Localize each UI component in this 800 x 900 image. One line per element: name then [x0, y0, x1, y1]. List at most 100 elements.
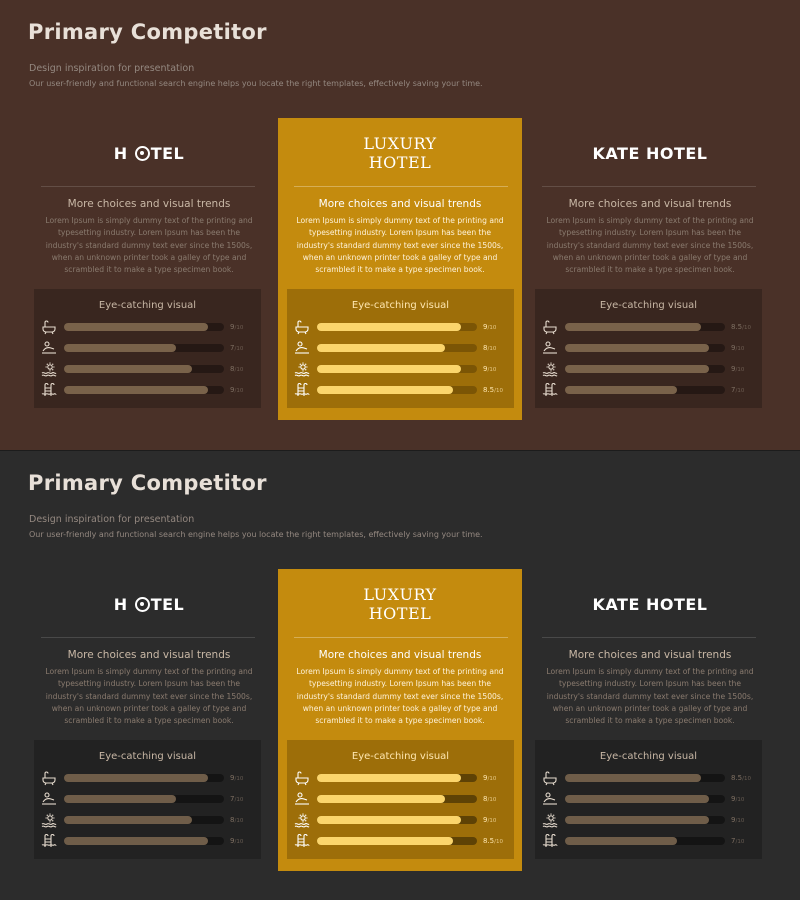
rating-bar-fill: [64, 365, 192, 373]
rating-bar-track: [64, 323, 224, 331]
rating-score: 7/10: [230, 795, 244, 803]
card-kate-hotel: KATE HOTEL More choices and visual trend…: [528, 118, 772, 420]
rating-row: 9/10: [287, 771, 514, 786]
card-body: Lorem Ipsum is simply dummy text of the …: [296, 216, 504, 275]
rating-score: 8/10: [483, 344, 497, 352]
panel-title: Eye-catching visual: [351, 751, 450, 762]
rating-bar-fill: [64, 816, 192, 824]
rating-bar-track: [64, 774, 224, 782]
rating-bar-fill: [317, 774, 461, 782]
rating-bar-track: [565, 323, 725, 331]
rating-row: 7/10: [34, 792, 261, 806]
rating-bar-fill: [317, 795, 445, 803]
rating-bar-fill: [565, 774, 701, 782]
rating-bar-track: [64, 837, 224, 845]
pool-ladder-icon: [41, 833, 57, 849]
rating-bar-fill: [64, 344, 176, 352]
rating-row: 9/10: [287, 362, 514, 377]
rating-row: 8/10: [34, 361, 261, 377]
rating-bar-fill: [317, 386, 453, 394]
luxury-hotel-logo: LUXURY HOTEL: [363, 585, 437, 623]
spa-massage-icon: [41, 791, 57, 807]
panel-title: Eye-catching visual: [98, 751, 197, 762]
rating-bar-track: [565, 795, 725, 803]
pool-ladder-icon: [294, 833, 310, 849]
luxury-hotel-logo: LUXURY HOTEL: [363, 134, 437, 172]
panel-title: Eye-catching visual: [98, 300, 197, 311]
panel-title: Eye-catching visual: [351, 300, 450, 311]
slide-dark: Primary Competitor Design inspiration fo…: [0, 450, 800, 900]
rating-row: 9/10: [34, 834, 261, 848]
logo-o-ring-icon: [134, 146, 150, 161]
rating-row: 8.5/10: [535, 770, 762, 786]
rating-score: 7/10: [230, 344, 244, 352]
rating-bar-fill: [565, 837, 677, 845]
pool-ladder-icon: [542, 382, 558, 398]
rating-bar-track: [317, 795, 477, 803]
rating-bar-fill: [565, 795, 709, 803]
spa-massage-icon: [542, 340, 558, 356]
rating-row: 9/10: [535, 792, 762, 806]
kate-hotel-logo: KATE HOTEL: [592, 595, 708, 614]
divider: [542, 186, 756, 187]
card-heading: More choices and visual trends: [67, 198, 231, 210]
rating-bar-track: [317, 837, 477, 845]
rating-bar-fill: [64, 774, 208, 782]
card-h-hotel: H TEL More choices and visual trends Lor…: [27, 569, 271, 871]
rating-bar-track: [64, 795, 224, 803]
rating-bar-track: [565, 816, 725, 824]
beach-sun-icon: [294, 812, 310, 828]
card-luxury-hotel: LUXURY HOTEL More choices and visual tren…: [278, 118, 522, 420]
rating-score: 9/10: [483, 323, 497, 331]
rating-bar-track: [565, 386, 725, 394]
bathtub-icon: [542, 319, 558, 335]
card-heading: More choices and visual trends: [568, 649, 732, 661]
rating-bar-fill: [317, 816, 461, 824]
card-heading: More choices and visual trends: [568, 198, 732, 210]
rating-row: 9/10: [34, 771, 261, 786]
rating-bar-fill: [317, 344, 445, 352]
rating-bar-fill: [64, 323, 208, 331]
rating-score: 9/10: [483, 365, 497, 373]
beach-sun-icon: [542, 361, 558, 377]
beach-sun-icon: [41, 361, 57, 377]
rating-row: 8/10: [287, 792, 514, 806]
rating-panel: Eye-catching visual 8.5/10 9/10 9/10 7/1…: [535, 289, 762, 408]
beach-sun-icon: [41, 812, 57, 828]
rating-score: 8.5/10: [731, 774, 751, 782]
slide-brown: Primary Competitor Design inspiration fo…: [0, 0, 800, 450]
rating-score: 9/10: [230, 323, 244, 331]
bathtub-icon: [542, 770, 558, 786]
rating-row: 9/10: [535, 361, 762, 377]
divider: [294, 637, 508, 638]
card-luxury-hotel: LUXURY HOTEL More choices and visual tren…: [278, 569, 522, 871]
rating-row: 8.5/10: [535, 319, 762, 335]
rating-bar-track: [565, 774, 725, 782]
rating-row: 8/10: [34, 812, 261, 828]
rating-row: 8.5/10: [287, 834, 514, 848]
rating-bar-track: [565, 837, 725, 845]
spa-massage-icon: [294, 791, 310, 807]
card-body: Lorem Ipsum is simply dummy text of the …: [45, 216, 253, 275]
rating-bar-fill: [565, 386, 677, 394]
rating-score: 7/10: [731, 837, 745, 845]
card-body: Lorem Ipsum is simply dummy text of the …: [296, 667, 504, 726]
rating-row: 9/10: [34, 319, 261, 335]
rating-row: 9/10: [535, 813, 762, 828]
card-body: Lorem Ipsum is simply dummy text of the …: [45, 667, 253, 726]
spa-massage-icon: [294, 340, 310, 356]
bathtub-icon: [41, 319, 57, 335]
rating-row: 8.5/10: [287, 383, 514, 397]
rating-score: 9/10: [483, 774, 497, 782]
rating-bar-track: [317, 365, 477, 373]
divider: [41, 186, 255, 187]
rating-bar-track: [317, 816, 477, 824]
rating-bar-track: [317, 323, 477, 331]
spa-massage-icon: [41, 340, 57, 356]
rating-bar-track: [317, 344, 477, 352]
bathtub-icon: [294, 319, 310, 335]
rating-bar-track: [64, 344, 224, 352]
pool-ladder-icon: [41, 382, 57, 398]
card-heading: More choices and visual trends: [318, 649, 482, 661]
rating-row: 9/10: [287, 319, 514, 335]
